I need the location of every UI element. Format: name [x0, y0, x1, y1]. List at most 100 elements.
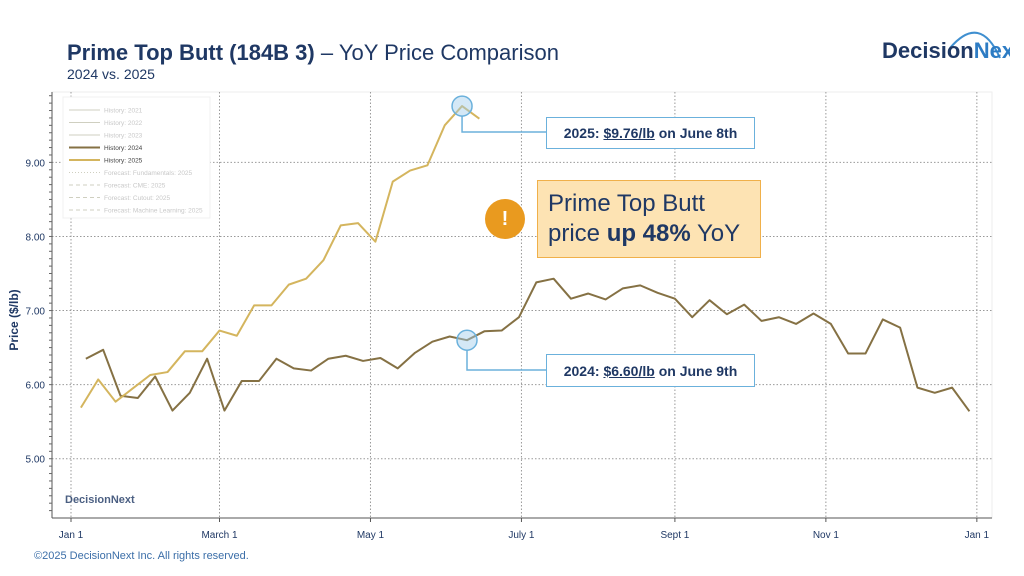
series-line-2025 — [80, 105, 480, 409]
data-point-2024 — [778, 316, 780, 318]
svg-text:DecisionNext: DecisionNext — [65, 494, 135, 506]
data-point-2024 — [761, 320, 763, 322]
data-point-2024 — [691, 316, 693, 318]
data-point-2025 — [115, 401, 117, 403]
data-point-2024 — [189, 392, 191, 394]
data-point-2025 — [80, 407, 82, 409]
callout-text: YoY — [690, 220, 741, 247]
data-point-2024 — [224, 410, 226, 412]
y-tick-label: 8.00 — [26, 232, 46, 243]
data-point-2025 — [288, 284, 290, 286]
data-point-2024 — [622, 288, 624, 290]
series-lines — [80, 105, 971, 413]
data-point-2024 — [865, 353, 867, 355]
callout-line2: price up 48% YoY — [548, 219, 760, 249]
data-point-2025 — [201, 351, 203, 353]
title-main: Prime Top Butt (184B 3) — [67, 40, 315, 65]
data-point-2024 — [587, 293, 589, 295]
data-point-2024 — [847, 353, 849, 355]
data-point-2024 — [380, 357, 382, 359]
data-point-2024 — [570, 298, 572, 300]
legend-label: Forecast: Machine Learning: 2025 — [104, 208, 203, 215]
x-tick-label: Jan 1 — [965, 530, 990, 541]
data-point-2024 — [830, 323, 832, 325]
data-point-2025 — [392, 181, 394, 183]
data-point-2024 — [709, 299, 711, 301]
data-point-2024 — [536, 282, 538, 284]
data-point-2024 — [397, 368, 399, 370]
data-point-2025 — [357, 222, 359, 224]
ann-suffix: on June 9th — [658, 362, 738, 379]
series-line-2024 — [85, 277, 971, 412]
highlight-circle-2025 — [451, 95, 473, 117]
legend-label: History: 2024 — [104, 145, 143, 152]
data-point-2024 — [362, 360, 364, 362]
y-tick-label: 5.00 — [26, 455, 46, 466]
y-tick-label: 6.00 — [26, 381, 46, 392]
legend-label: Forecast: CME: 2025 — [104, 183, 166, 190]
legend: History: 2021 History: 2022 History: 2023 H… — [62, 96, 211, 219]
y-tick-label: 9.00 — [26, 158, 46, 169]
data-point-2024 — [951, 387, 953, 389]
data-point-2024 — [726, 313, 728, 315]
data-point-2024 — [484, 331, 486, 333]
data-point-2025 — [340, 225, 342, 227]
data-point-2025 — [479, 118, 481, 120]
x-tick-label: Jan 1 — [59, 530, 84, 541]
data-point-2024 — [293, 368, 295, 370]
data-point-2024 — [310, 370, 312, 372]
ann-prefix: 2025: — [563, 125, 600, 141]
annotation-2024-point: 2024: $6.60/lb on June 9th — [546, 354, 755, 387]
x-tick-label: May 1 — [357, 530, 385, 541]
data-point-2024 — [743, 304, 745, 306]
data-point-2024 — [518, 316, 520, 318]
data-point-2024 — [657, 292, 659, 294]
watermark-logo: DecisionNext — [65, 494, 135, 506]
legend-label: History: 2025 — [104, 158, 143, 165]
x-tick-label: July 1 — [508, 530, 535, 541]
data-point-2025 — [323, 259, 325, 261]
legend-box — [62, 96, 211, 219]
data-point-2024 — [639, 285, 641, 287]
page-subtitle: 2024 vs. 2025 — [67, 66, 155, 82]
data-point-2024 — [795, 323, 797, 325]
page-title: Prime Top Butt (184B 3) – YoY Price Comp… — [67, 40, 559, 66]
legend-label: History: 2023 — [104, 133, 143, 140]
ann-price: $9.76/lb — [603, 125, 655, 141]
svg-text:DecisionNext: DecisionNext — [882, 38, 1010, 63]
ann-price: $6.60/lb — [603, 362, 655, 379]
data-point-2025 — [132, 388, 134, 390]
connector-2024 — [466, 350, 546, 371]
highlight-circle-2024 — [456, 329, 478, 351]
data-point-2024 — [414, 352, 416, 354]
data-point-2025 — [409, 170, 411, 172]
legend-label: History: 2022 — [104, 120, 143, 127]
data-point-2024 — [276, 358, 278, 360]
data-point-2024 — [449, 336, 451, 338]
data-point-2025 — [427, 165, 429, 167]
data-point-2024 — [102, 349, 104, 351]
connector-2025 — [461, 116, 546, 133]
data-point-2025 — [375, 241, 377, 243]
data-point-2024 — [328, 358, 330, 360]
data-point-2024 — [899, 327, 901, 329]
axes: 5.00 6.00 7.00 8.00 9.00 Jan 1 March 1 May 1 Jul… — [26, 92, 992, 541]
data-point-2024 — [934, 392, 936, 394]
legend-label: Forecast: Fundamentals: 2025 — [104, 170, 193, 177]
data-point-2025 — [149, 374, 151, 376]
x-tick-label: Sept 1 — [660, 530, 689, 541]
data-point-2024 — [605, 299, 607, 301]
data-point-2025 — [271, 305, 273, 307]
data-point-2024 — [172, 410, 174, 412]
data-point-2024 — [813, 313, 815, 315]
data-point-2025 — [305, 278, 307, 280]
annotation-2025-peak: 2025: $9.76/lb on June 8th — [546, 117, 755, 149]
data-point-2025 — [219, 330, 221, 332]
data-point-2024 — [432, 341, 434, 343]
callout-highlight: up 48% — [606, 220, 691, 247]
callout-text: price — [548, 220, 607, 247]
y-axis-label: Price ($/lb) — [7, 289, 21, 350]
y-tick-label: 7.00 — [26, 307, 46, 318]
data-point-2024 — [969, 411, 971, 413]
